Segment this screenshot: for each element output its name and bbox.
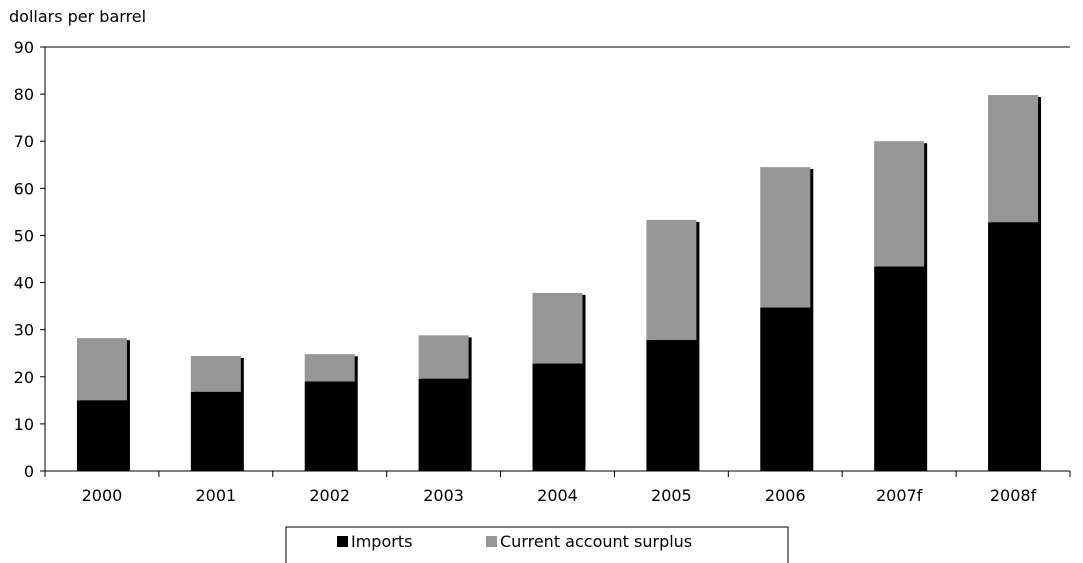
y-tick-label: 80 — [14, 85, 34, 104]
y-tick-label: 20 — [14, 368, 34, 387]
y-tick-label: 10 — [14, 415, 34, 434]
legend-box — [285, 526, 789, 563]
bar-imports — [76, 400, 127, 471]
x-tick-label: 2000 — [82, 486, 123, 505]
bar-imports — [304, 381, 355, 471]
bar-group-2004 — [532, 292, 586, 471]
legend-item-current-account-surplus: Current account surplus — [486, 532, 692, 551]
bar-current-account-surplus — [988, 95, 1039, 223]
legend-swatch — [337, 536, 348, 547]
y-axis: 0 10 20 30 40 50 60 70 80 90 — [14, 38, 1070, 481]
bar-current-account-surplus — [760, 167, 811, 308]
y-axis-unit-label: dollars per barrel — [9, 7, 146, 26]
legend-item-imports: Imports — [337, 532, 412, 551]
bar-current-account-surplus — [304, 354, 355, 382]
bar-imports — [646, 340, 697, 471]
x-tick-label: 2001 — [195, 486, 236, 505]
bar-imports — [760, 307, 811, 471]
y-tick-label: 60 — [14, 179, 34, 198]
bar-imports — [988, 222, 1039, 471]
x-tick-label: 2003 — [423, 486, 464, 505]
bar-current-account-surplus — [190, 356, 241, 392]
bar-current-account-surplus — [532, 292, 583, 364]
y-tick-label: 70 — [14, 132, 34, 151]
bar-current-account-surplus — [646, 219, 697, 341]
legend-swatch — [486, 536, 497, 547]
x-tick-label: 2002 — [309, 486, 350, 505]
y-tick-label: 90 — [14, 38, 34, 57]
bar-group-2000 — [76, 338, 130, 471]
bar-current-account-surplus — [874, 141, 925, 267]
bar-group-2008f — [988, 95, 1042, 471]
x-tick-label: 2004 — [537, 486, 578, 505]
y-tick-label: 50 — [14, 226, 34, 245]
y-tick-label: 0 — [24, 462, 34, 481]
bar-group-2006 — [760, 167, 814, 471]
plot-area — [76, 95, 1042, 471]
legend: Imports Current account surplus — [285, 526, 789, 563]
bar-group-2002 — [304, 354, 358, 471]
x-axis: 2000 2001 2002 2003 2004 2005 2006 2007f 2008f — [44, 470, 1071, 505]
y-tick-label: 40 — [14, 274, 34, 293]
y-tick-label: 30 — [14, 321, 34, 340]
legend-label: Current account surplus — [500, 532, 692, 551]
bar-current-account-surplus — [76, 338, 127, 401]
bar-group-2003 — [418, 335, 472, 471]
bar-imports — [418, 378, 469, 471]
bar-group-2001 — [190, 356, 244, 471]
bar-group-2005 — [646, 219, 700, 471]
legend-label: Imports — [351, 532, 412, 551]
bar-imports — [532, 363, 583, 471]
bar-imports — [190, 391, 241, 471]
x-tick-label: 2005 — [651, 486, 692, 505]
x-tick-label: 2006 — [765, 486, 806, 505]
bar-imports — [874, 266, 925, 471]
bar-current-account-surplus — [418, 335, 469, 379]
x-tick-label: 2007f — [876, 486, 923, 505]
x-tick-label: 2008f — [990, 486, 1037, 505]
bar-group-2007f — [874, 141, 928, 471]
